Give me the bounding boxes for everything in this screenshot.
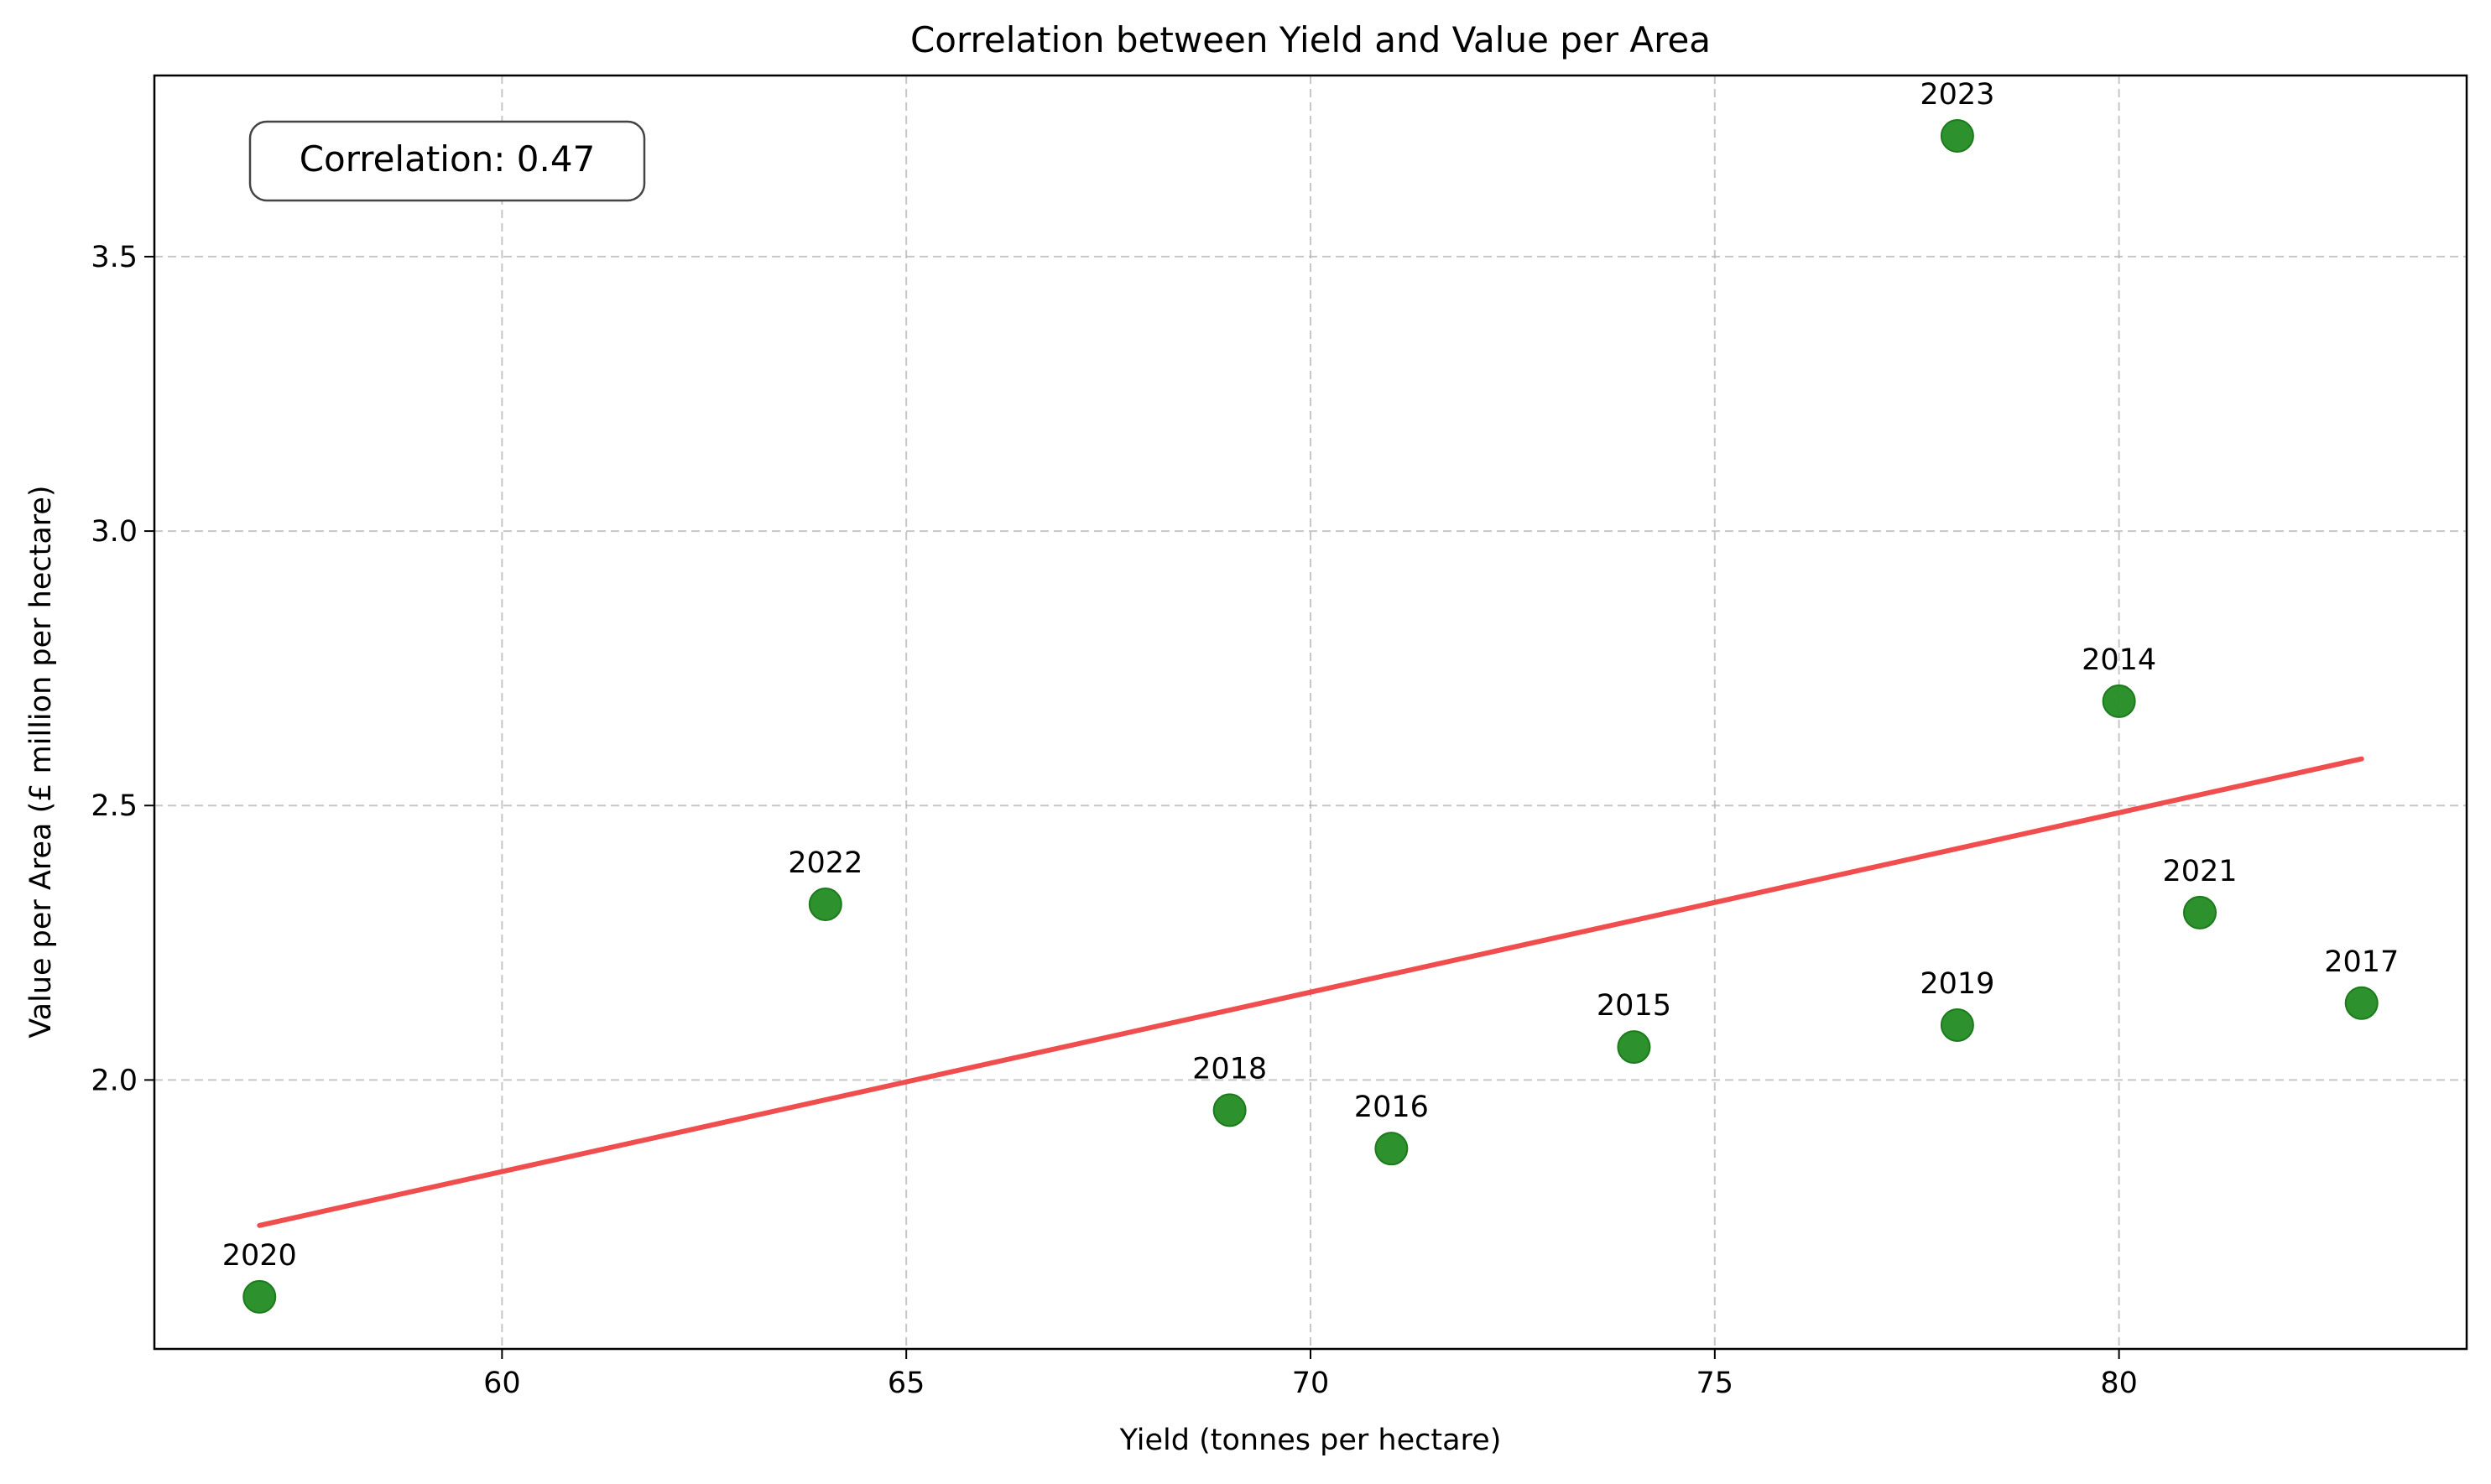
data-points	[242, 118, 2379, 1314]
point-label-2017: 2017	[2324, 945, 2399, 979]
trendline	[257, 756, 2364, 1228]
x-axis-label: Yield (tonnes per hectare)	[1119, 1424, 1502, 1457]
y-tick-label: 2.5	[91, 789, 138, 823]
x-tick-label: 70	[1292, 1367, 1330, 1400]
y-tick-label: 3.0	[91, 515, 138, 549]
point-label-2014: 2014	[2082, 643, 2156, 677]
point-label-2016: 2016	[1354, 1091, 1429, 1124]
y-axis-ticks: 2.0 2.5 3.0 3.5	[91, 241, 154, 1097]
x-tick-label: 60	[483, 1367, 521, 1400]
point-labels: 2014 2015 2016 2017 2018 2019 2020 2021 2022 2023	[222, 78, 2400, 1273]
chart-title: Correlation between Yield and Value per …	[910, 19, 1711, 60]
grid-lines	[154, 76, 2467, 1349]
point-label-2022: 2022	[788, 846, 862, 880]
annotation-text: Correlation: 0.47	[300, 138, 596, 180]
x-tick-label: 65	[888, 1367, 925, 1400]
point-label-2019: 2019	[1920, 967, 1994, 1001]
trendline-group	[257, 756, 2364, 1228]
y-tick-label: 3.5	[91, 241, 138, 274]
point-label-2018: 2018	[1192, 1052, 1267, 1086]
data-point-2020	[242, 1279, 277, 1314]
x-tick-label: 75	[1696, 1367, 1734, 1400]
annotation-box	[248, 120, 646, 202]
data-point-2017	[2344, 986, 2379, 1020]
data-point-2015	[1617, 1030, 1651, 1065]
data-point-2014	[2102, 684, 2136, 718]
y-axis-label: Value per Area (£ million per hectare)	[24, 485, 58, 1038]
correlation-annotation: Correlation: 0.47	[248, 120, 646, 202]
point-label-2015: 2015	[1597, 989, 1671, 1023]
data-point-2016	[1374, 1132, 1409, 1166]
data-point-2019	[1940, 1008, 1974, 1042]
x-tick-label: 80	[2100, 1367, 2138, 1400]
x-axis-ticks: 60 65 70 75 80	[483, 1349, 2138, 1400]
point-label-2020: 2020	[222, 1239, 297, 1273]
y-tick-label: 2.0	[91, 1064, 138, 1097]
data-point-2018	[1212, 1093, 1247, 1127]
data-point-2021	[2183, 895, 2217, 929]
data-point-2023	[1940, 118, 1974, 153]
data-point-2022	[808, 888, 842, 922]
point-label-2021: 2021	[2162, 855, 2237, 888]
point-label-2023: 2023	[1920, 78, 1994, 112]
